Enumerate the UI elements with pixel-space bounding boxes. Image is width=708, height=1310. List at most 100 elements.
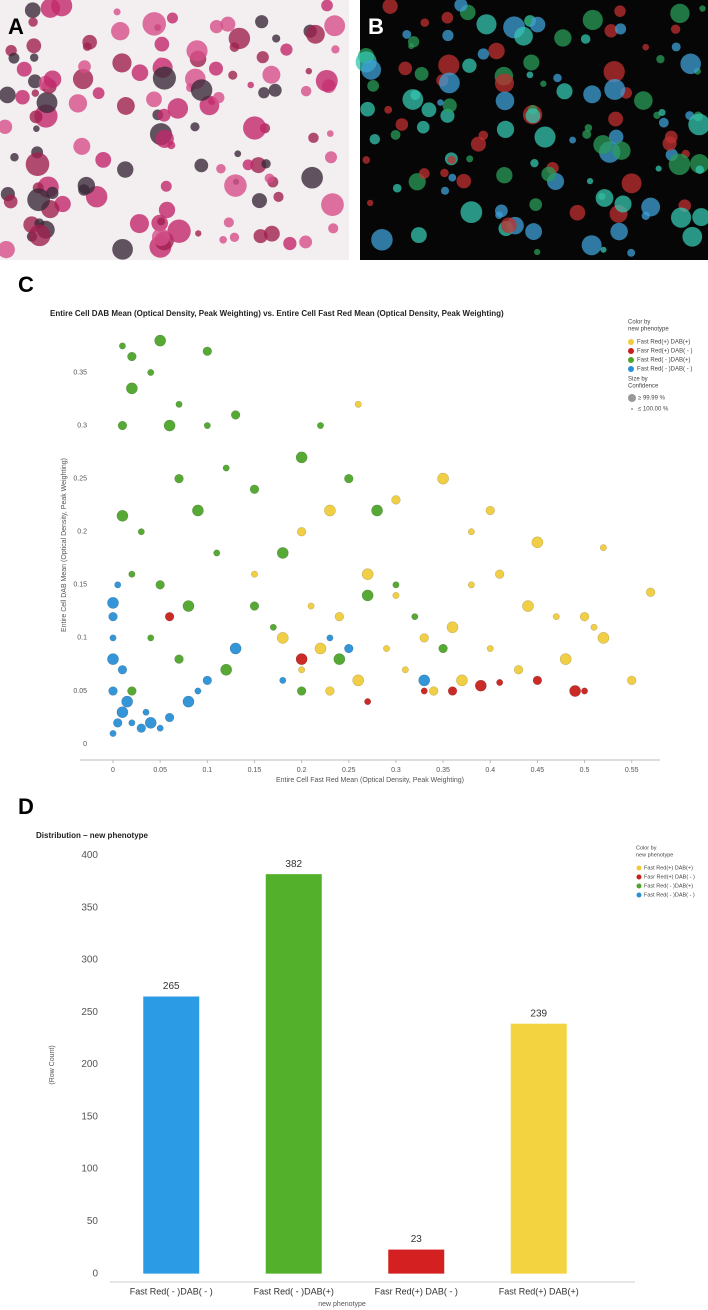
cell-blob — [306, 24, 325, 44]
cell-blob — [582, 9, 603, 31]
point — [371, 504, 383, 517]
legend-label: Fast Red(+) DAB(+) — [637, 340, 690, 346]
cell-blob — [398, 61, 413, 76]
cell-blob — [608, 129, 624, 145]
point — [175, 400, 183, 408]
point — [163, 419, 176, 432]
cell-blob — [129, 214, 149, 234]
point — [324, 504, 336, 517]
cell-blob — [448, 173, 457, 182]
cell-blob — [418, 168, 430, 179]
cell-blob — [43, 70, 62, 89]
cell-blob — [658, 117, 669, 128]
x-tick-label: Fast Red( - )DAB(+) — [254, 1286, 334, 1296]
point — [474, 679, 487, 692]
point — [295, 653, 308, 665]
cell-blob — [82, 34, 97, 50]
point — [276, 547, 289, 559]
cell-blob — [29, 110, 43, 124]
point — [108, 612, 118, 622]
cell-blob — [331, 45, 340, 54]
cell-blob — [456, 173, 472, 189]
cell-blob — [195, 230, 202, 237]
point — [249, 601, 260, 611]
y-tick-label: 300 — [81, 955, 98, 966]
cell-blob — [540, 80, 547, 87]
y-tick-label: 100 — [81, 1164, 98, 1175]
cell-blob — [26, 38, 42, 54]
cell-blob — [321, 193, 344, 217]
bar — [388, 1249, 445, 1274]
cell-blob — [496, 167, 513, 184]
cell-blob — [439, 72, 460, 94]
cell-blob — [324, 15, 346, 37]
point — [326, 634, 334, 642]
point — [645, 587, 656, 597]
cell-blob — [77, 176, 96, 195]
point — [116, 706, 129, 719]
cell-blob — [569, 136, 577, 144]
cell-blob — [40, 0, 61, 18]
cell-blob — [641, 197, 661, 217]
cell-blob — [670, 3, 690, 24]
point — [147, 369, 155, 376]
x-tick-label: 0.15 — [248, 767, 262, 774]
point — [182, 695, 195, 708]
cell-blob — [155, 57, 166, 68]
point — [420, 687, 428, 695]
point — [513, 665, 524, 675]
cell-blob — [0, 119, 13, 134]
cell-blob — [460, 201, 483, 224]
cell-blob — [595, 189, 614, 207]
cell-blob — [157, 217, 166, 226]
cell-blob — [299, 235, 313, 249]
legend-title: new phenotype — [628, 327, 669, 333]
legend-title: new phenotype — [636, 852, 673, 858]
y-tick-label: 50 — [87, 1216, 99, 1227]
legend-label: Fast Red(+) DAB(+) — [644, 865, 693, 871]
cell-blob — [462, 58, 477, 73]
cell-blob — [247, 81, 254, 89]
legend-label: Fast Red( - )DAB( - ) — [637, 367, 692, 373]
cell-blob — [92, 87, 105, 100]
cell-blob — [262, 65, 281, 84]
point — [109, 634, 117, 642]
point — [279, 676, 287, 684]
value-label: 239 — [530, 1008, 547, 1019]
point — [229, 642, 242, 655]
cell-blob — [593, 135, 613, 155]
point — [456, 674, 468, 687]
value-label: 23 — [411, 1234, 423, 1245]
cell-blob — [488, 42, 505, 60]
cell-blob — [466, 155, 474, 163]
cell-blob — [615, 23, 627, 35]
cell-blob — [167, 219, 191, 243]
y-tick-label: 150 — [81, 1111, 98, 1122]
point — [222, 464, 230, 472]
size-swatch — [628, 394, 636, 402]
point — [495, 569, 505, 579]
cell-blob — [670, 207, 692, 228]
panel-label: C — [18, 272, 34, 297]
cell-blob — [442, 29, 454, 42]
point — [298, 666, 306, 674]
cell-blob — [268, 83, 282, 97]
cell-blob — [682, 226, 703, 247]
cell-blob — [28, 224, 51, 247]
point — [194, 687, 202, 695]
point — [109, 730, 117, 737]
cell-blob — [494, 73, 514, 93]
cell-blob — [603, 61, 625, 83]
cell-blob — [414, 66, 429, 81]
point — [174, 654, 184, 664]
cell-blob — [604, 24, 618, 38]
cell-blob — [610, 222, 628, 241]
point — [203, 422, 211, 430]
cell-blob — [581, 235, 602, 256]
point — [579, 612, 590, 622]
cell-blob — [272, 34, 281, 43]
cell-blob — [361, 59, 382, 80]
cell-blob — [28, 74, 42, 89]
legend-label: Fast Red( - )DAB(+) — [637, 358, 691, 364]
